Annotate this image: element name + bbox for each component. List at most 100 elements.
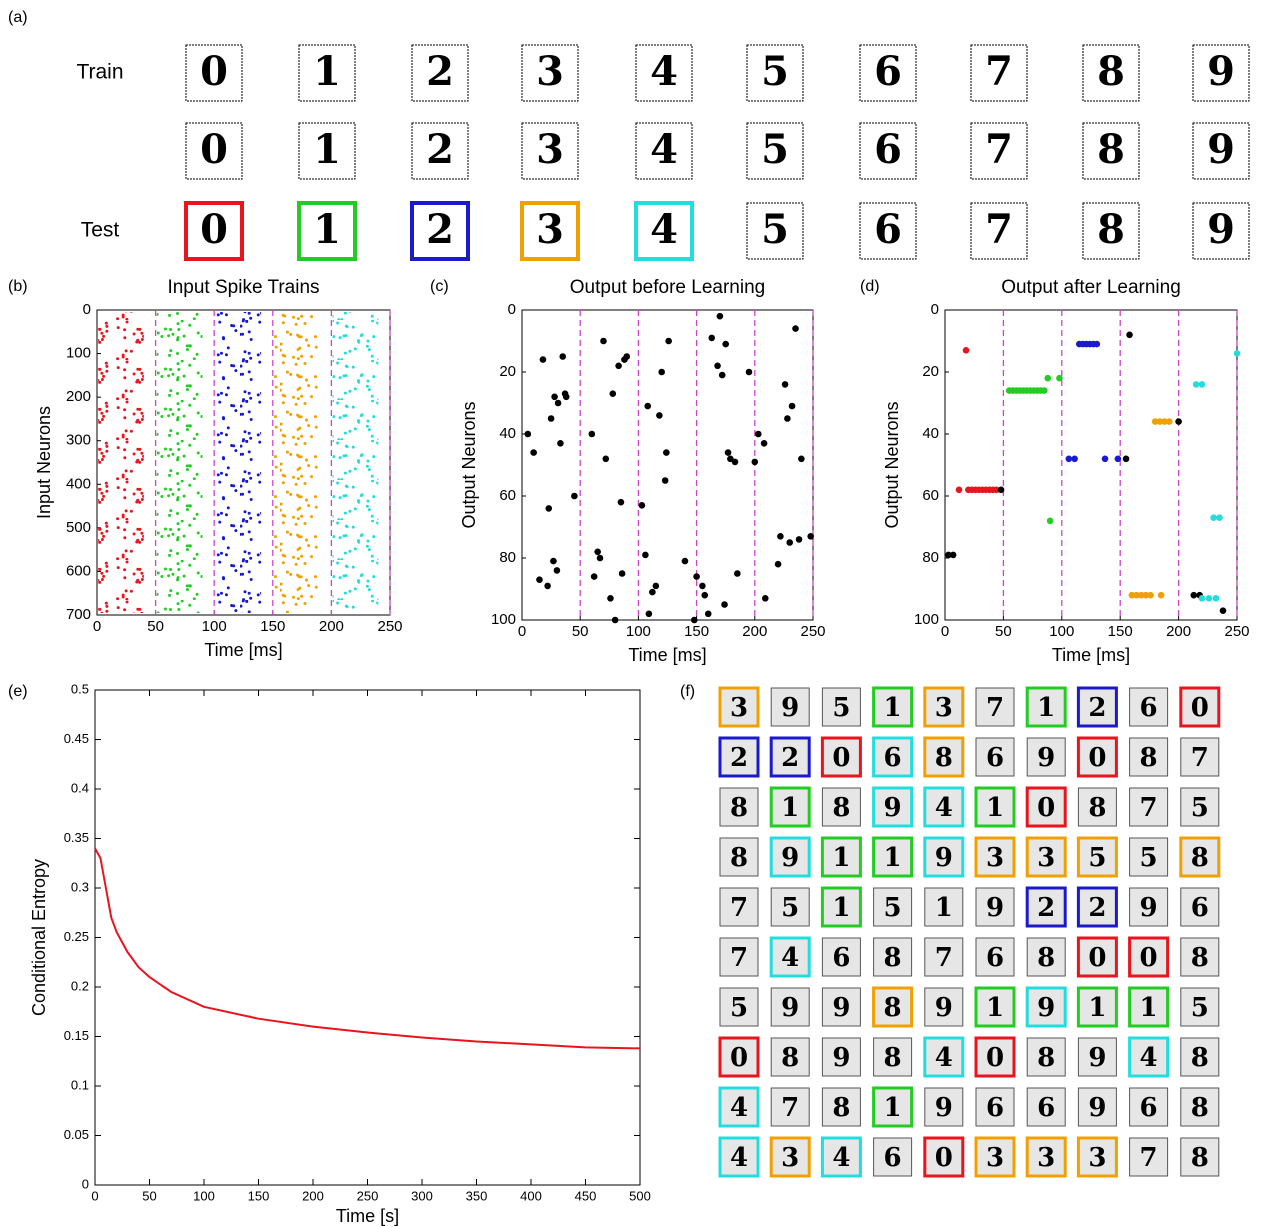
digit: 6 <box>874 206 902 253</box>
digit: 4 <box>1140 1043 1158 1073</box>
y-tick-label: 40 <box>499 425 516 442</box>
spike <box>1147 592 1154 599</box>
spike <box>722 341 729 348</box>
digit: 2 <box>426 206 454 253</box>
x-tick-label: 500 <box>629 1188 651 1203</box>
x-tick-label: 200 <box>742 623 767 640</box>
spike <box>642 552 649 559</box>
spike <box>682 558 689 565</box>
y-tick-label: 0 <box>931 301 939 318</box>
digit: 3 <box>1037 843 1055 873</box>
spike <box>600 338 607 345</box>
spike <box>782 381 789 388</box>
x-tick-label: 150 <box>684 623 709 640</box>
digit: 0 <box>1037 793 1055 823</box>
digit: 1 <box>884 1093 902 1123</box>
digit: 5 <box>1140 843 1158 873</box>
x-tick-label: 0 <box>91 1188 98 1203</box>
digit: 1 <box>832 893 850 923</box>
y-tick-label: 500 <box>66 519 91 536</box>
spike <box>798 456 805 463</box>
spike <box>663 449 670 456</box>
spike <box>557 440 564 447</box>
digit: 4 <box>730 1143 748 1173</box>
x-tick-label: 350 <box>466 1188 488 1203</box>
spike <box>950 552 957 559</box>
y-tick-label: 0.4 <box>71 780 89 795</box>
digit: 9 <box>884 793 902 823</box>
spike <box>732 459 739 466</box>
y-axis-label: Output Neurons <box>882 401 902 528</box>
spike <box>807 533 814 540</box>
spike <box>1044 375 1051 382</box>
spike <box>746 369 753 376</box>
digit: 9 <box>1207 126 1235 173</box>
digit: 7 <box>985 126 1013 173</box>
x-tick-label: 400 <box>520 1188 542 1203</box>
spike <box>607 595 614 602</box>
y-tick-label: 600 <box>66 562 91 579</box>
panel-label: (a) <box>8 9 28 26</box>
digit: 8 <box>1191 843 1209 873</box>
x-tick-label: 100 <box>1049 623 1074 640</box>
spike <box>752 459 759 466</box>
digit: 8 <box>832 1093 850 1123</box>
x-tick-label: 250 <box>800 623 825 640</box>
x-axis-label: Time [ms] <box>204 640 282 660</box>
spike <box>708 335 715 342</box>
digit: 8 <box>1191 1093 1209 1123</box>
spike <box>662 477 669 484</box>
y-axis-label: Output Neurons <box>459 401 479 528</box>
x-tick-label: 250 <box>377 618 402 635</box>
spike <box>725 449 732 456</box>
digit: 9 <box>935 843 953 873</box>
digit: 2 <box>426 48 454 95</box>
digit: 0 <box>200 126 228 173</box>
spike <box>644 403 651 410</box>
digit: 9 <box>1088 1093 1106 1123</box>
spike <box>615 363 622 370</box>
digit: 4 <box>781 943 799 973</box>
digit: 9 <box>1037 993 1055 1023</box>
x-tick-label: 0 <box>518 623 526 640</box>
spike-band <box>215 312 261 613</box>
digit: 4 <box>650 48 678 95</box>
digit: 7 <box>781 1093 799 1123</box>
x-tick-label: 50 <box>572 623 589 640</box>
digit: 3 <box>781 1143 799 1173</box>
digit: 6 <box>1191 893 1209 923</box>
digit: 5 <box>761 126 789 173</box>
spike <box>1094 341 1101 348</box>
digit: 5 <box>884 893 902 923</box>
spike <box>540 356 547 363</box>
panel-label: (e) <box>8 683 28 700</box>
plot-frame <box>945 310 1237 620</box>
y-tick-label: 0.2 <box>71 978 89 993</box>
chart-title: Output after Learning <box>1001 277 1181 298</box>
digit: 3 <box>536 48 564 95</box>
spike <box>775 561 782 568</box>
digit: 1 <box>313 126 341 173</box>
digit: 6 <box>884 1143 902 1173</box>
digit: 5 <box>1191 993 1209 1023</box>
x-tick-label: 300 <box>411 1188 433 1203</box>
digit: 5 <box>761 206 789 253</box>
spike <box>786 539 793 546</box>
digit: 9 <box>986 893 1004 923</box>
digit: 5 <box>761 48 789 95</box>
spike <box>589 431 596 438</box>
spike <box>792 325 799 332</box>
spike <box>656 412 663 419</box>
digit: 0 <box>832 743 850 773</box>
digit: 4 <box>935 793 953 823</box>
y-tick-label: 0.05 <box>64 1127 89 1142</box>
digit: 3 <box>986 1143 1004 1173</box>
digit: 8 <box>1037 1043 1055 1073</box>
digit: 2 <box>781 743 799 773</box>
digit: 8 <box>1191 943 1209 973</box>
digit: 6 <box>874 126 902 173</box>
digit: 3 <box>1037 1143 1055 1173</box>
y-tick-label: 0.1 <box>71 1077 89 1092</box>
digit: 7 <box>1140 793 1158 823</box>
spike <box>554 567 561 574</box>
